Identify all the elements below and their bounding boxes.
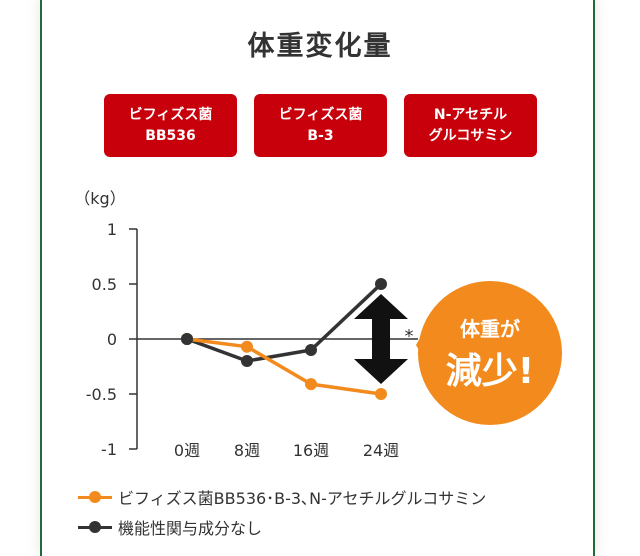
ingredient-tag-b3: ビフィズス菌 B-3 [254,94,387,157]
data-point [375,278,387,290]
x-tick-label: 8週 [234,441,260,460]
data-point [241,340,253,353]
x-tick-label: 16週 [293,441,329,460]
significance-mark: * [405,326,414,347]
data-point [181,333,193,345]
x-tick-label: 0週 [174,441,200,460]
y-tick-label: -0.5 [86,385,117,404]
data-point [305,344,317,356]
callout-text-line2: 減少! [446,351,534,392]
content-card [40,0,595,556]
data-point [305,378,317,391]
x-tick-label: 24週 [363,441,399,460]
data-point [375,388,387,400]
legend-item-control: 機能性関与成分なし [78,516,262,538]
ingredient-tag-label: グルコサミン [428,127,513,144]
ingredient-tag-label: ビフィズス菌 [278,106,363,123]
difference-arrow-icon [354,294,408,384]
y-tick-label: 0.5 [92,275,117,294]
callout-text-line1: 体重が [460,317,520,341]
y-tick-label: 0 [107,330,117,349]
y-unit-label: （kg） [74,189,125,208]
ingredient-tag-bb536: ビフィズス菌 BB536 [104,94,237,157]
series-line [186,282,383,363]
ingredient-tag-nag: N-アセチル グルコサミン [404,94,537,157]
ingredient-tag-label: ビフィズス菌 [128,106,213,123]
ingredient-tag-label: N-アセチル [433,106,508,123]
y-tick-label: 1 [107,220,117,239]
legend-swatch-dark [78,516,112,538]
legend-swatch-orange [78,486,112,508]
ingredient-tag-label: B-3 [307,127,334,144]
series-line [186,337,382,396]
legend-label: 機能性関与成分なし [118,519,263,538]
callout-bubble [418,281,562,425]
legend-item-treatment: ビフィズス菌BB536･B-3､N-アセチルグルコサミン [78,486,486,508]
legend-label: ビフィズス菌BB536･B-3､N-アセチルグルコサミン [118,489,487,508]
y-tick-label: -1 [101,440,117,459]
ingredient-tag-label: BB536 [145,127,196,144]
data-point [241,355,253,367]
page-title: 体重変化量 [247,31,393,62]
